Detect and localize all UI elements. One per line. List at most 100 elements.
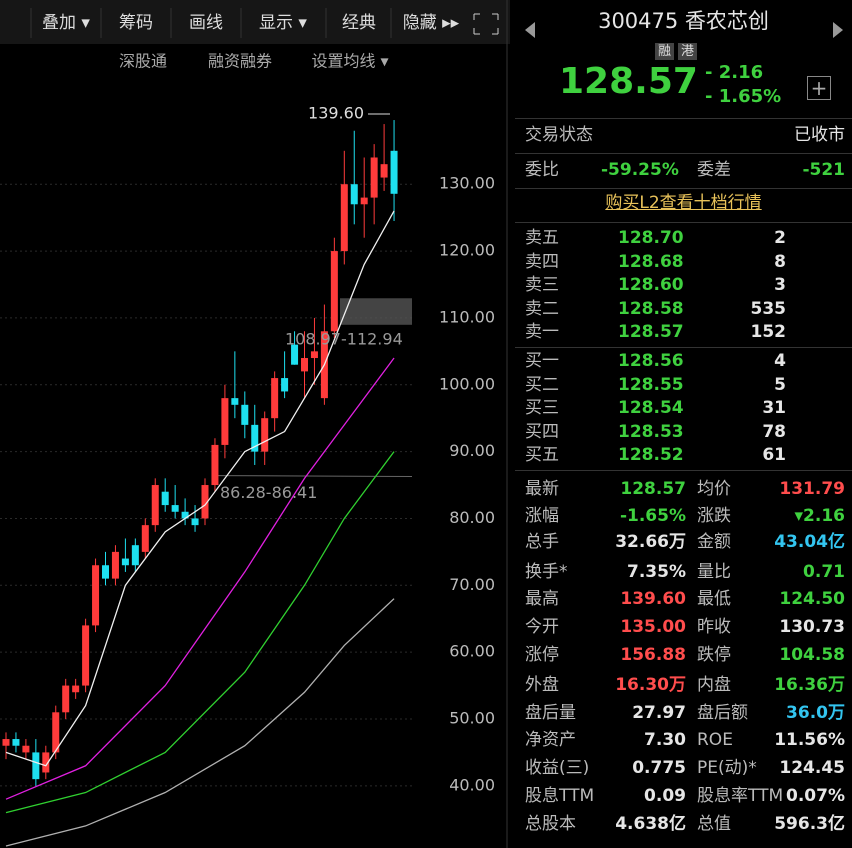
- stat-label: 股息TTM: [525, 786, 595, 806]
- price-zone: [340, 298, 412, 325]
- moving-average: [5, 357, 395, 800]
- book-price: 128.70: [618, 228, 684, 248]
- stat-value: 128.57: [620, 479, 686, 499]
- stat-value: 16.30万: [615, 675, 686, 695]
- annotation: 86.28-86.41: [220, 483, 317, 502]
- candle-body: [151, 485, 159, 526]
- toolbar-button[interactable]: 显示 ▾: [259, 13, 307, 33]
- divider: [515, 118, 852, 119]
- annotation: 108.97-112.94: [285, 329, 403, 348]
- book-volume: 78: [762, 421, 786, 442]
- stat-label: 换手*: [525, 562, 568, 582]
- toolbar-link[interactable]: 深股通: [119, 52, 167, 71]
- y-tick-label: 110.00: [439, 307, 495, 326]
- stat-label: 收益(三): [525, 758, 590, 778]
- book-label: 卖四: [525, 251, 559, 272]
- book-price: 128.58: [618, 298, 684, 319]
- divider: [515, 470, 852, 471]
- badge: 港: [678, 43, 698, 60]
- candle-body: [111, 551, 119, 579]
- candle-body: [121, 558, 129, 566]
- next-arrow[interactable]: [833, 22, 843, 38]
- toolbar-button[interactable]: 画线: [189, 13, 223, 33]
- stat-value: 11.56%: [774, 730, 845, 750]
- stat-value: 130.73: [779, 617, 845, 637]
- toolbar-link[interactable]: 设置均线 ▾: [311, 52, 388, 71]
- toolbar-button[interactable]: 隐藏 ▸▸: [403, 13, 460, 33]
- stat-label: 盘后额: [697, 703, 748, 723]
- divider: [515, 347, 852, 348]
- candle-body: [92, 565, 100, 626]
- moving-average: [5, 451, 395, 814]
- stat-label: 跌停: [697, 645, 731, 665]
- candle-body: [131, 545, 139, 566]
- stat-label: 今开: [525, 617, 559, 637]
- stat-value: ▾2.16: [794, 506, 845, 526]
- stat-value: 131.79: [779, 479, 845, 499]
- stat-value: 7.35%: [627, 562, 686, 582]
- book-label: 卖一: [525, 322, 559, 342]
- book-price: 128.68: [618, 251, 684, 272]
- stat-value: 36.0万: [786, 703, 845, 723]
- stat-value: 43.04亿: [774, 532, 845, 552]
- book-volume: 152: [750, 322, 787, 342]
- fullscreen-icon[interactable]: [473, 13, 499, 35]
- toolbar-button[interactable]: 筹码: [119, 13, 153, 33]
- badges: 融港: [655, 42, 701, 60]
- ratio: -59.25%: [601, 160, 679, 180]
- prev-arrow[interactable]: [525, 22, 535, 38]
- add-watchlist[interactable]: +: [807, 76, 831, 100]
- y-tick-label: 100.00: [439, 374, 495, 393]
- stat-label: 总值: [697, 814, 731, 834]
- book-label: 买三: [525, 398, 559, 418]
- stock-title: 300475 香农芯创: [598, 9, 769, 33]
- candle-body: [2, 739, 10, 746]
- annotation: 139.60: [308, 104, 364, 123]
- stat-label: 外盘: [525, 675, 559, 695]
- divider: [515, 188, 852, 189]
- stat-value: -1.65%: [619, 506, 686, 526]
- stat-value: 0.71: [803, 562, 845, 582]
- book-label: 卖五: [525, 228, 559, 248]
- stat-label: 最低: [697, 589, 731, 609]
- stat-label: 最新: [525, 479, 559, 499]
- change-pct: - 1.65%: [705, 86, 782, 107]
- y-tick-label: 40.00: [449, 775, 495, 794]
- book-volume: 3: [774, 275, 786, 295]
- stat-label: 净资产: [525, 730, 576, 750]
- last-price: 128.57: [559, 61, 698, 102]
- stat-value: 7.30: [644, 730, 686, 750]
- candle-body: [201, 485, 209, 519]
- candle-body: [221, 398, 229, 445]
- candle-body: [191, 518, 199, 526]
- stat-label: 涨幅: [525, 506, 559, 526]
- candle-body: [330, 251, 338, 332]
- stat-value: 135.00: [620, 617, 686, 637]
- toolbar-link[interactable]: 融资融券: [208, 52, 272, 71]
- stat-label: 盘后量: [525, 703, 576, 723]
- stat-label: 金额: [697, 532, 731, 552]
- stat-label: 总股本: [525, 814, 576, 834]
- book-label: 买一: [525, 351, 559, 371]
- candle-body: [52, 712, 60, 753]
- y-tick-label: 80.00: [449, 508, 495, 527]
- candle-body: [171, 505, 179, 512]
- candle-body: [380, 164, 388, 178]
- stat-label: ROE: [697, 730, 733, 750]
- toolbar-button[interactable]: 叠加 ▾: [42, 13, 90, 33]
- toolbar-button[interactable]: 经典: [342, 13, 376, 33]
- candle-body: [12, 739, 20, 746]
- candle-body: [271, 378, 279, 419]
- kline-chart: 叠加 ▾ 筹码 画线 显示 ▾ 经典 隐藏 ▸▸ 深股通 融资融券 设置均线 ▾ 130.00 12…: [0, 0, 510, 848]
- stat-label: 股息率TTM: [697, 786, 784, 806]
- stat-value: 16.36万: [774, 675, 845, 695]
- candle-body: [370, 157, 378, 198]
- diff: -521: [802, 160, 845, 180]
- candle-body: [141, 525, 149, 552]
- book-price: 128.52: [618, 445, 684, 465]
- moving-average: [5, 210, 395, 767]
- stat-value: 104.58: [779, 645, 845, 665]
- stat-label: PE(动)*: [697, 758, 757, 778]
- change: - 2.16: [705, 62, 764, 83]
- l2-link[interactable]: 购买L2查看十档行情: [605, 193, 762, 213]
